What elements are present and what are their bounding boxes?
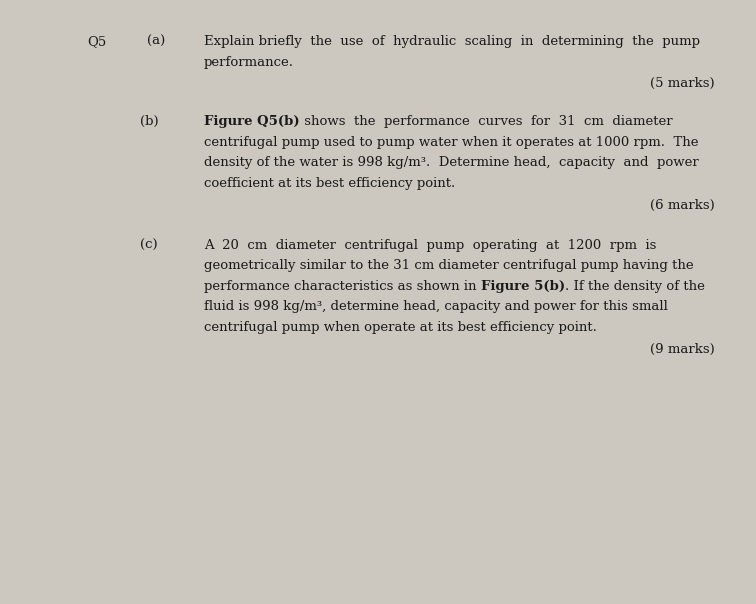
Text: performance.: performance. [204, 56, 294, 69]
Text: performance characteristics as shown in: performance characteristics as shown in [204, 280, 481, 293]
Text: Figure Q5(b): Figure Q5(b) [204, 115, 299, 128]
Text: (6 marks): (6 marks) [649, 199, 714, 212]
Text: (5 marks): (5 marks) [650, 77, 714, 90]
Text: (a): (a) [147, 35, 166, 48]
Text: shows  the  performance  curves  for  31  cm  diameter: shows the performance curves for 31 cm d… [299, 115, 672, 128]
Text: coefficient at its best efficiency point.: coefficient at its best efficiency point… [204, 177, 455, 190]
Text: Q5: Q5 [87, 35, 106, 48]
Text: (c): (c) [140, 239, 157, 252]
Text: geometrically similar to the 31 cm diameter centrifugal pump having the: geometrically similar to the 31 cm diame… [204, 259, 694, 272]
Text: (9 marks): (9 marks) [649, 343, 714, 356]
Text: centrifugal pump when operate at its best efficiency point.: centrifugal pump when operate at its bes… [204, 321, 597, 334]
Text: fluid is 998 kg/m³, determine head, capacity and power for this small: fluid is 998 kg/m³, determine head, capa… [204, 300, 668, 313]
Text: Explain briefly  the  use  of  hydraulic  scaling  in  determining  the  pump: Explain briefly the use of hydraulic sca… [204, 35, 700, 48]
Text: (b): (b) [140, 115, 159, 128]
Text: A  20  cm  diameter  centrifugal  pump  operating  at  1200  rpm  is: A 20 cm diameter centrifugal pump operat… [204, 239, 656, 252]
Text: density of the water is 998 kg/m³.  Determine head,  capacity  and  power: density of the water is 998 kg/m³. Deter… [204, 156, 699, 170]
Text: . If the density of the: . If the density of the [565, 280, 705, 293]
Text: Figure 5(b): Figure 5(b) [481, 280, 565, 293]
Text: centrifugal pump used to pump water when it operates at 1000 rpm.  The: centrifugal pump used to pump water when… [204, 136, 699, 149]
